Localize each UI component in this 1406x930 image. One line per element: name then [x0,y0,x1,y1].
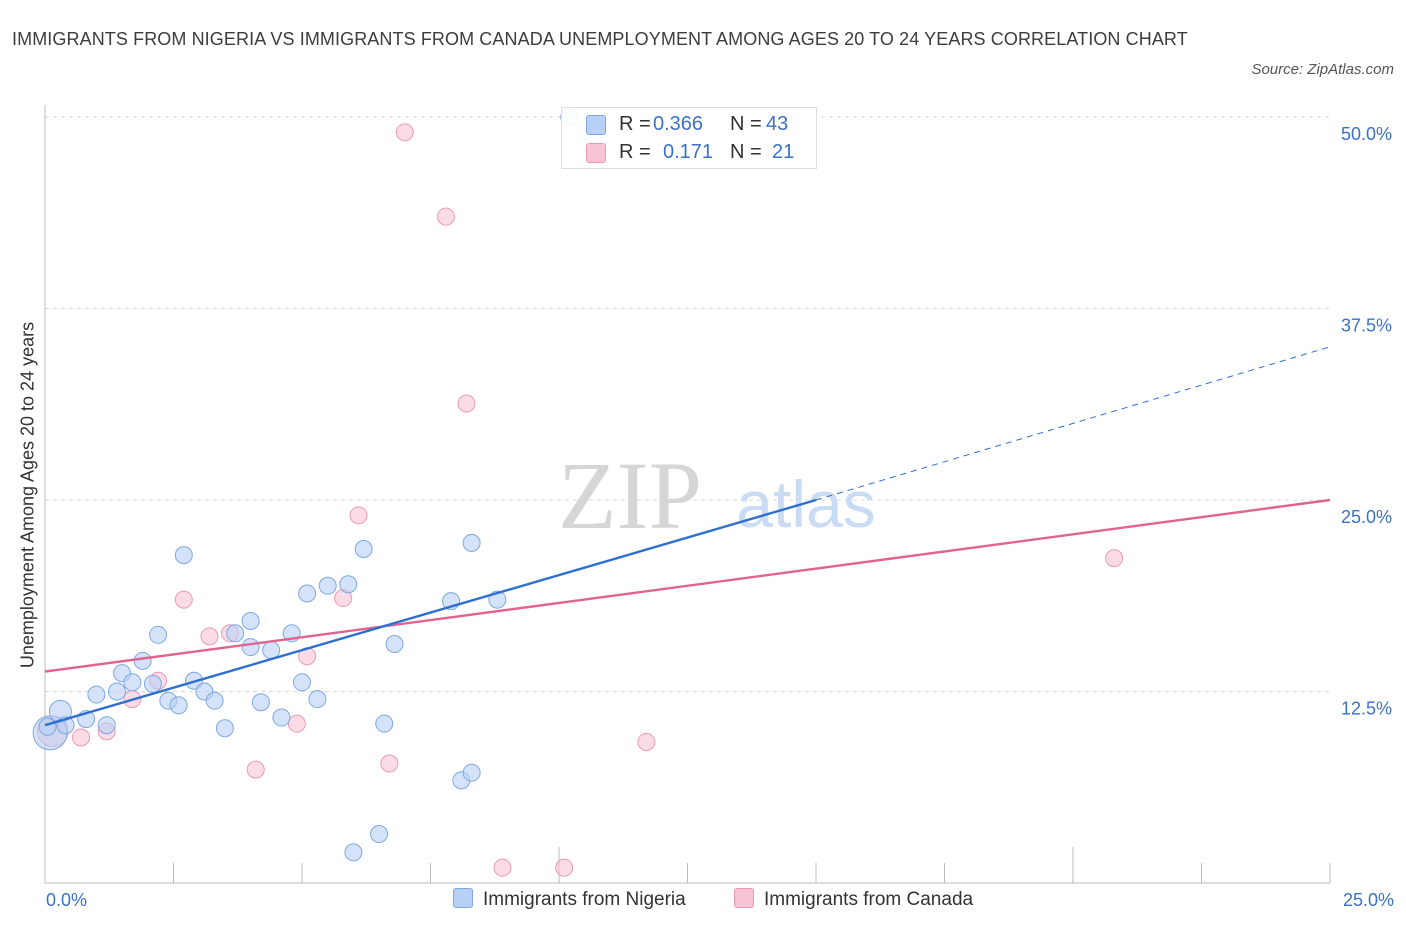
nigeria-point [251,693,270,712]
nigeria-point [308,690,327,709]
x-tick-label-max: 25.0% [1342,890,1394,910]
y-tick-label: 12.5% [1341,699,1392,719]
legend-n-value-nigeria: 43 [766,113,789,135]
canada-trend-line [44,498,1331,673]
legend-n-label: N = [730,113,762,135]
nigeria-point [370,824,389,843]
nigeria-point [38,717,57,736]
nigeria-point [205,691,224,710]
canada-point [287,714,306,733]
watermark: ZIP atlas [558,442,876,549]
canada-point [1105,549,1124,568]
nigeria-point [262,641,281,660]
nigeria-point [143,674,162,693]
nigeria-point [215,719,234,738]
x-tick-label-min: 0.0% [46,890,88,910]
nigeria-point [344,843,363,862]
nigeria-point [107,682,126,701]
legend-n-label: N = [730,141,762,163]
nigeria-point [97,716,116,735]
nigeria-point [298,584,317,603]
legend-r-value-canada: 0.171 [663,141,714,163]
nigeria-point [339,575,358,594]
watermark-zip: ZIP [558,442,702,549]
nigeria-point [241,612,260,631]
canada-point [174,590,193,609]
canada-point [395,123,414,142]
nigeria-point [293,673,311,692]
nigeria-point [149,625,168,644]
trend-lines [44,346,1331,727]
series-nigeria-points [32,108,579,862]
legend-r-value-nigeria: 0.366 [653,113,704,135]
canada-point [637,733,656,752]
nigeria-point [354,540,373,559]
y-tick-labels: 12.5% 25.0% 37.5% 50.0% [1341,124,1392,719]
nigeria-point [169,696,188,715]
y-tick-label: 25.0% [1341,507,1392,527]
legend-label-canada: Immigrants from Canada [764,889,974,910]
nigeria-point [241,638,260,657]
nigeria-point [318,576,337,595]
legend-swatch-canada [734,888,754,908]
legend-n-value-canada: 21 [772,141,795,163]
correlation-legend: R = 0.366 N = 43 R = 0.171 N = 21 [561,107,817,169]
canada-point [493,858,512,877]
y-axis-label: Unemployment Among Ages 20 to 24 years [17,321,38,669]
nigeria-point [174,546,193,565]
canada-point [457,394,476,413]
chart-title: IMMIGRANTS FROM NIGERIA VS IMMIGRANTS FR… [12,29,1188,49]
nigeria-trend-extension [815,346,1331,501]
legend-swatch-nigeria [453,888,473,908]
y-tick-label: 37.5% [1341,316,1392,336]
nigeria-point [375,714,394,733]
legend-label-nigeria: Immigrants from Nigeria [483,889,686,910]
canada-point [436,207,455,226]
nigeria-point [462,763,481,782]
nigeria-trend-line [44,498,817,727]
legend-r-label: R = [619,141,651,163]
nigeria-point [462,533,481,552]
legend-item-nigeria: Immigrants from Nigeria [453,888,686,911]
nigeria-point [123,673,142,692]
legend-r-label: R = [619,113,651,135]
canada-point [349,506,368,525]
nigeria-point [272,708,291,727]
canada-point [71,728,90,747]
nigeria-point [87,685,106,704]
canada-point [555,858,574,877]
nigeria-point [385,635,404,654]
legend-item-canada: Immigrants from Canada [734,888,973,911]
canada-point [200,627,219,646]
nigeria-point [226,624,245,643]
legend-swatch-canada [586,143,606,163]
canada-point [380,754,399,773]
source-label: Source: ZipAtlas.com [1251,61,1394,78]
canada-point [246,760,265,779]
legend-swatch-nigeria [586,115,606,135]
y-tick-label: 50.0% [1341,124,1392,144]
nigeria-point [133,651,152,670]
